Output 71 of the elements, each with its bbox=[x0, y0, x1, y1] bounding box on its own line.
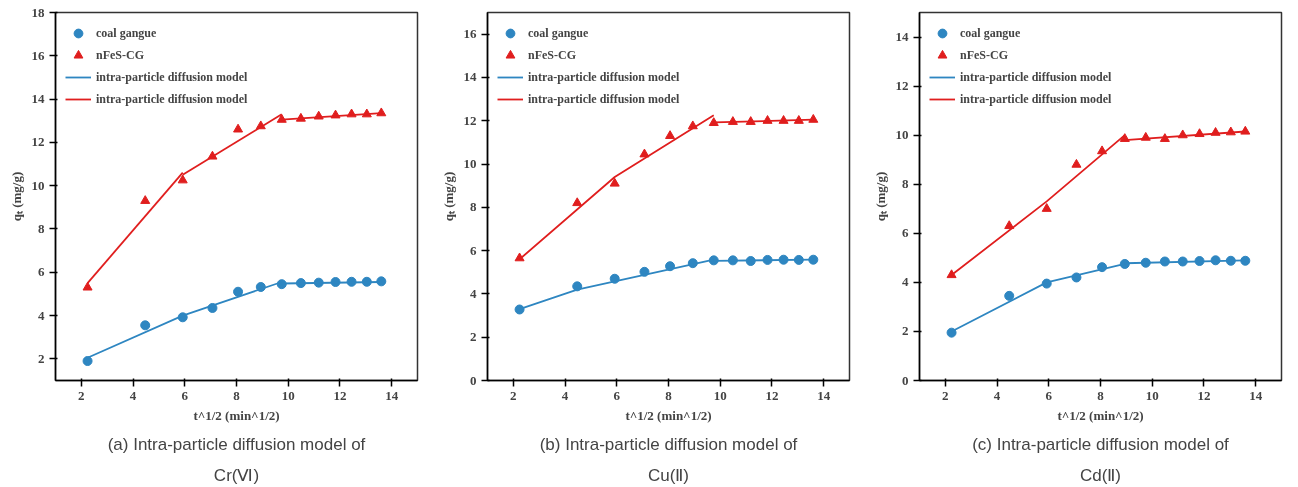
y-tick-label: 12 bbox=[463, 112, 477, 128]
y-tick-label: 12 bbox=[895, 78, 909, 94]
y-tick-label: 2 bbox=[38, 350, 45, 366]
x-tick-label: 14 bbox=[385, 387, 399, 403]
legend-label: intra-particle diffusion model bbox=[960, 90, 1112, 108]
y-tick-label: 4 bbox=[902, 274, 909, 290]
x-tick-label: 6 bbox=[181, 387, 189, 403]
x-tick-label: 8 bbox=[233, 387, 241, 403]
y-tick-label: 14 bbox=[31, 91, 45, 107]
x-tick-label: 4 bbox=[129, 387, 137, 403]
y-tick-label: 16 bbox=[463, 26, 477, 42]
y-axis-title: qₜ (mg/g) bbox=[872, 171, 888, 222]
x-tick-label: 12 bbox=[333, 387, 347, 403]
legend-label: coal gangue bbox=[96, 24, 157, 42]
y-tick-label: 8 bbox=[902, 176, 909, 192]
x-tick-label: 2 bbox=[510, 387, 517, 403]
x-tick-label: 4 bbox=[561, 387, 569, 403]
y-tick-label: 14 bbox=[463, 69, 477, 85]
legend-label: coal gangue bbox=[528, 24, 589, 42]
legend-label: intra-particle diffusion model bbox=[528, 90, 680, 108]
x-axis-title: t^1/2 (min^1/2) bbox=[625, 407, 712, 423]
legend-label: intra-particle diffusion model bbox=[960, 68, 1112, 86]
y-tick-label: 10 bbox=[463, 156, 477, 172]
x-tick-label: 2 bbox=[942, 387, 949, 403]
y-tick-label: 12 bbox=[31, 134, 45, 150]
x-tick-label: 12 bbox=[1197, 387, 1211, 403]
y-tick-label: 4 bbox=[470, 285, 477, 301]
legend-label: intra-particle diffusion model bbox=[96, 90, 248, 108]
text: (a) Intra-particle diffusion model of bbox=[107, 434, 366, 454]
y-tick-label: 6 bbox=[902, 225, 909, 241]
legend-label: nFeS-CG bbox=[528, 46, 576, 64]
y-tick-label: 16 bbox=[31, 47, 45, 63]
y-tick-label: 6 bbox=[38, 264, 45, 280]
x-tick-label: 6 bbox=[1045, 387, 1053, 403]
text: (c) Intra-particle diffusion model of bbox=[972, 434, 1230, 454]
y-tick-label: 14 bbox=[895, 29, 909, 45]
x-tick-label: 8 bbox=[665, 387, 673, 403]
y-tick-label: 18 bbox=[31, 4, 45, 20]
text: Cd(Ⅱ) bbox=[1079, 465, 1122, 485]
y-tick-label: 2 bbox=[470, 329, 477, 345]
x-tick-label: 6 bbox=[613, 387, 621, 403]
y-tick-label: 10 bbox=[31, 177, 45, 193]
text: Cr(Ⅵ) bbox=[213, 465, 260, 485]
x-tick-label: 14 bbox=[1249, 387, 1263, 403]
y-tick-label: 4 bbox=[38, 307, 45, 323]
y-axis-title: qₜ (mg/g) bbox=[440, 171, 456, 222]
y-tick-label: 6 bbox=[470, 242, 477, 258]
y-tick-label: 10 bbox=[895, 127, 909, 143]
y-tick-label: 0 bbox=[902, 372, 909, 388]
x-tick-label: 8 bbox=[1097, 387, 1105, 403]
x-tick-label: 2 bbox=[78, 387, 85, 403]
y-tick-label: 2 bbox=[902, 323, 909, 339]
legend-label: intra-particle diffusion model bbox=[96, 68, 248, 86]
y-tick-label: 8 bbox=[470, 199, 477, 215]
y-tick-label: 0 bbox=[470, 372, 477, 388]
legend-label: nFeS-CG bbox=[960, 46, 1008, 64]
x-tick-label: 14 bbox=[817, 387, 831, 403]
x-tick-label: 12 bbox=[765, 387, 779, 403]
x-tick-label: 10 bbox=[281, 387, 295, 403]
text: (b) Intra-particle diffusion model of bbox=[539, 434, 798, 454]
x-tick-label: 10 bbox=[713, 387, 727, 403]
legend-label: nFeS-CG bbox=[96, 46, 144, 64]
x-tick-label: 4 bbox=[993, 387, 1001, 403]
legend-label: intra-particle diffusion model bbox=[528, 68, 680, 86]
y-tick-label: 8 bbox=[38, 220, 45, 236]
x-axis-title: t^1/2 (min^1/2) bbox=[193, 407, 280, 423]
x-axis-title: t^1/2 (min^1/2) bbox=[1057, 407, 1144, 423]
text: Cu(Ⅱ) bbox=[647, 465, 690, 485]
y-axis-title: qₜ (mg/g) bbox=[8, 171, 24, 222]
legend-label: coal gangue bbox=[960, 24, 1021, 42]
x-tick-label: 10 bbox=[1145, 387, 1159, 403]
